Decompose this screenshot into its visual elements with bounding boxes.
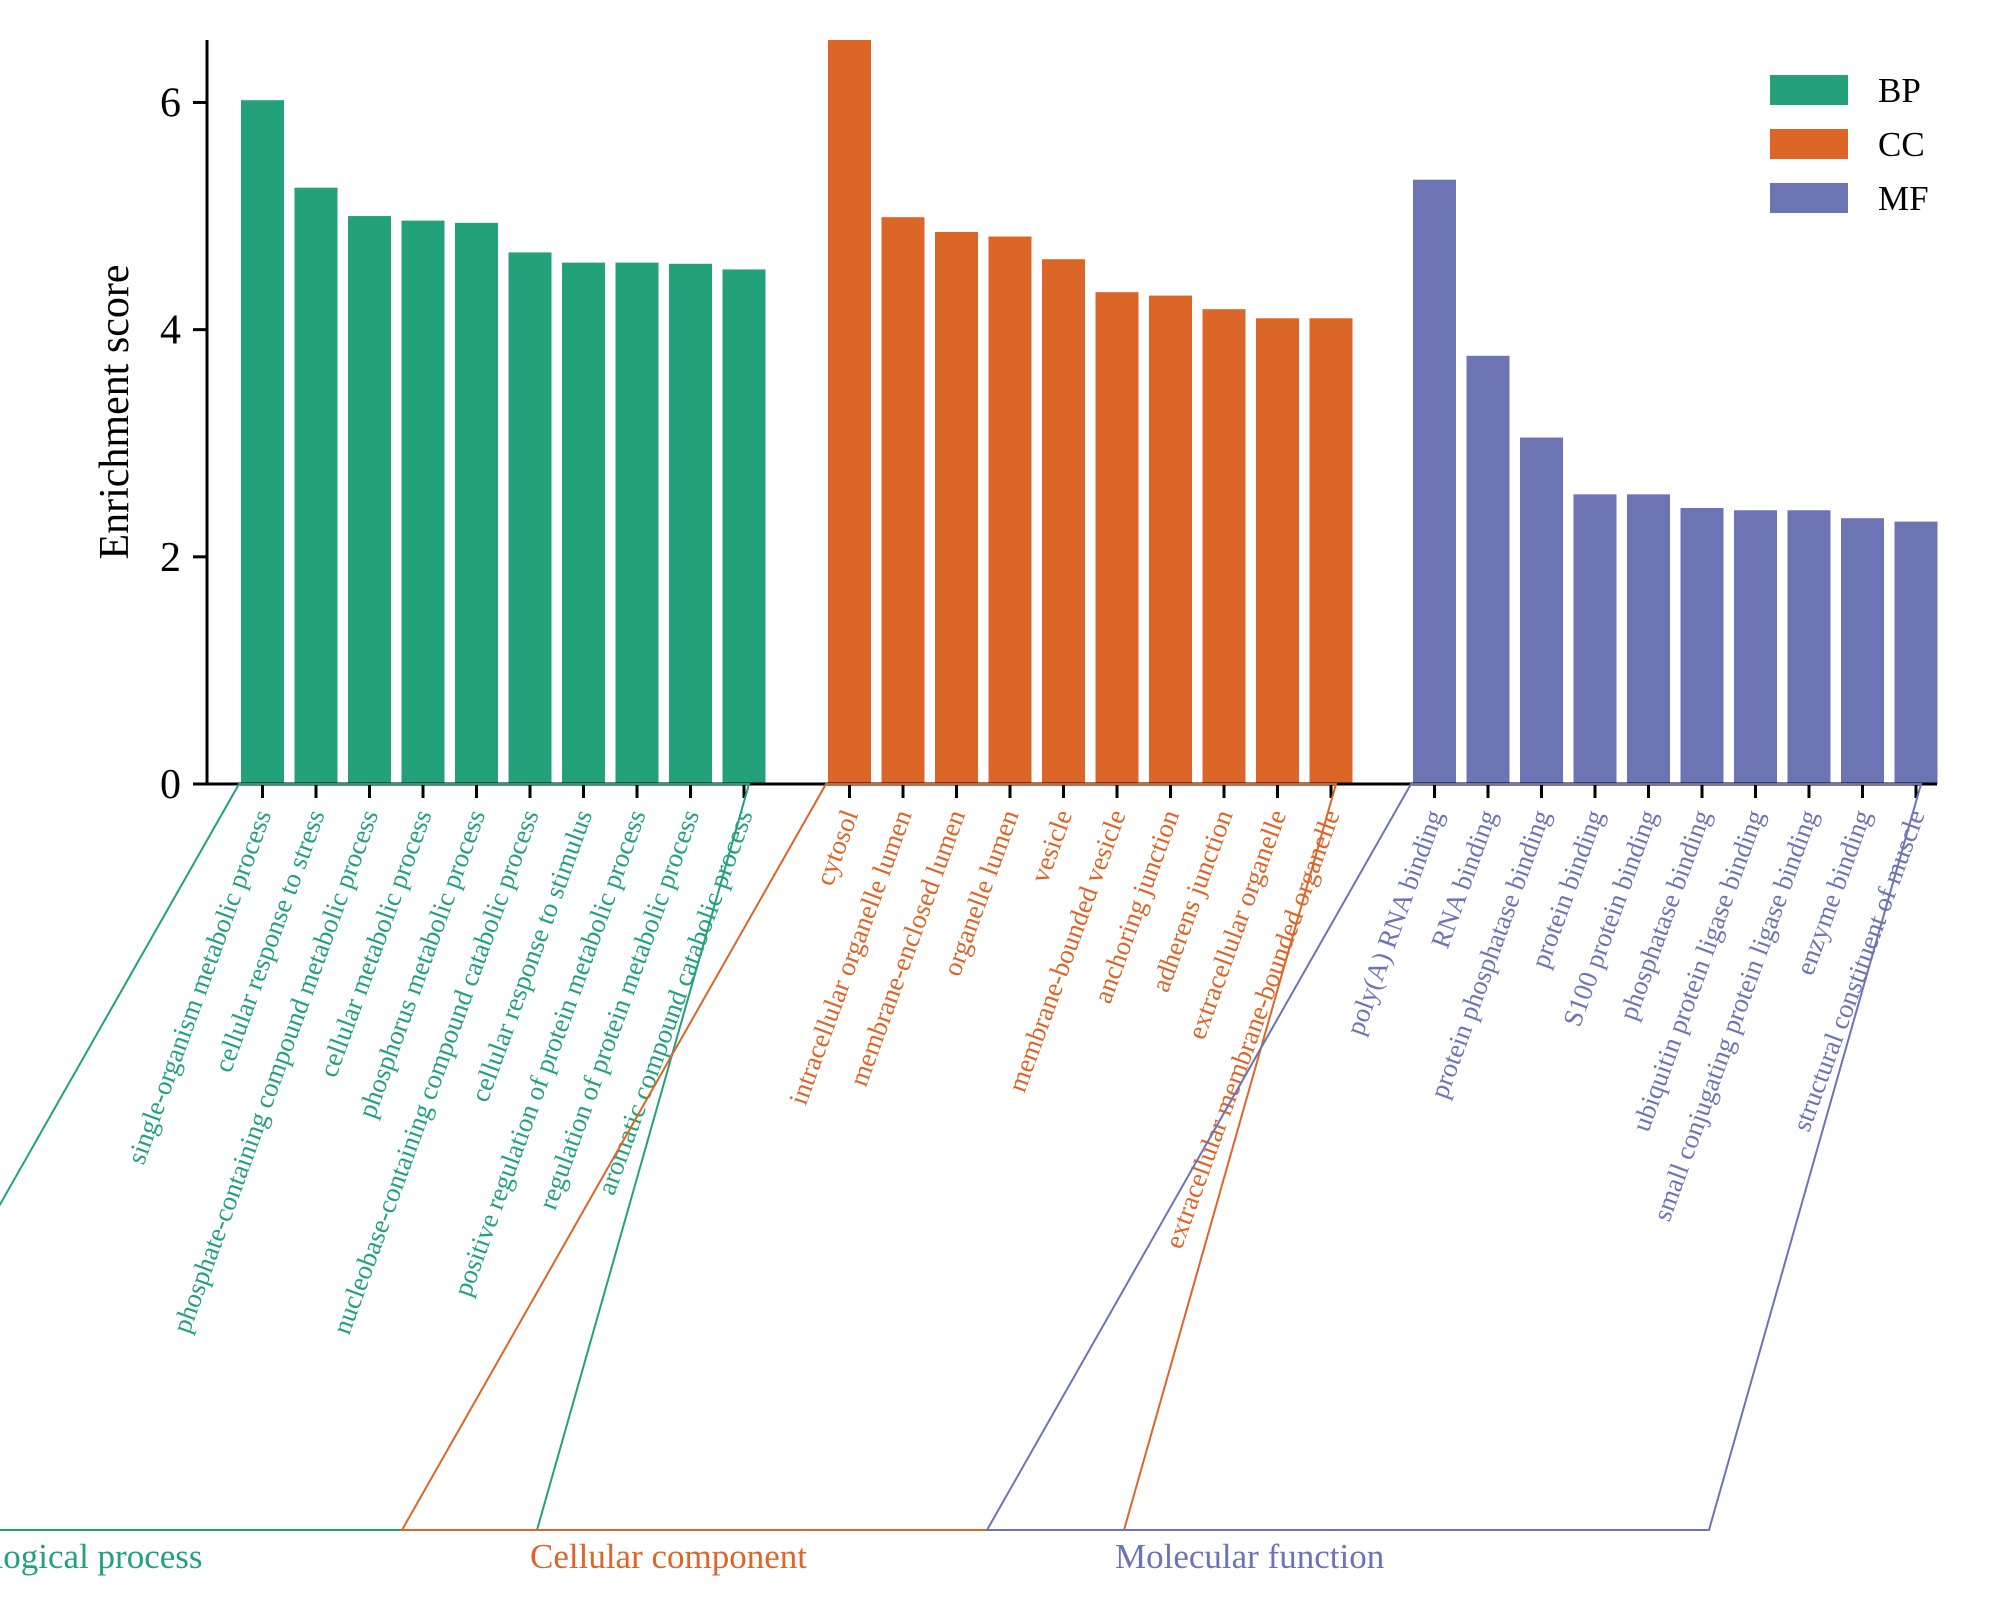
y-axis-title: Enrichment score: [92, 264, 138, 559]
bar-bp-4: [401, 220, 445, 784]
group-label-cc: Cellular component: [530, 1537, 807, 1576]
bar-bp-3: [348, 216, 391, 785]
bar-bp-9: [669, 263, 712, 784]
group-brackets-layer: Biological process Cellular component Mole…: [0, 783, 1923, 1576]
bar-bp-6: [508, 252, 552, 784]
bar-cc-6: [1095, 292, 1139, 784]
bar-cc-7: [1149, 295, 1192, 784]
group-label-bp: Biological process: [0, 1537, 203, 1576]
bars-layer: [241, 40, 1938, 785]
bar-mf-10: [1894, 521, 1938, 784]
bar-cc-10: [1309, 318, 1353, 784]
bar-bp-5: [455, 222, 498, 784]
bar-mf-9: [1841, 518, 1884, 784]
bar-bp-2: [294, 187, 338, 784]
bar-mf-5: [1627, 494, 1670, 784]
bar-bp-10: [722, 269, 766, 784]
category-label: vesicle: [1024, 806, 1078, 887]
bar-mf-2: [1466, 355, 1510, 784]
legend-label-cc: CC: [1878, 125, 1925, 164]
bar-bp-8: [615, 262, 659, 784]
y-tick-label: 4: [160, 308, 181, 354]
bar-bp-1: [241, 100, 284, 784]
y-tick-label: 6: [160, 80, 181, 126]
group-bracket-mf: [985, 783, 1923, 1531]
y-tick-label: 0: [160, 762, 181, 808]
bar-mf-4: [1573, 494, 1617, 784]
legend-label-mf: MF: [1878, 179, 1929, 218]
category-label: cytosol: [809, 806, 864, 890]
bar-mf-8: [1787, 510, 1831, 784]
legend-swatch-mf: [1770, 183, 1848, 213]
bar-cc-2: [881, 217, 925, 784]
bar-mf-7: [1734, 510, 1777, 784]
bar-mf-1: [1413, 179, 1456, 784]
bar-cc-4: [988, 236, 1032, 785]
bar-cc-1: [828, 40, 871, 784]
y-tick-label: 2: [160, 535, 181, 581]
bar-cc-8: [1202, 309, 1246, 784]
category-labels-layer: single-organism metabolic processcellula…: [121, 805, 1931, 1338]
legend-swatch-cc: [1770, 129, 1848, 159]
bar-bp-7: [562, 262, 605, 784]
legend: BP CC MF: [1770, 71, 1929, 218]
legend-label-bp: BP: [1878, 71, 1921, 110]
bar-cc-5: [1042, 259, 1085, 784]
group-bracket-bp: [0, 783, 751, 1531]
bar-cc-9: [1256, 318, 1299, 784]
group-label-mf: Molecular function: [1115, 1537, 1384, 1576]
bar-mf-3: [1520, 437, 1563, 784]
bar-mf-6: [1680, 507, 1724, 784]
legend-swatch-bp: [1770, 75, 1848, 105]
bar-cc-3: [935, 231, 978, 784]
